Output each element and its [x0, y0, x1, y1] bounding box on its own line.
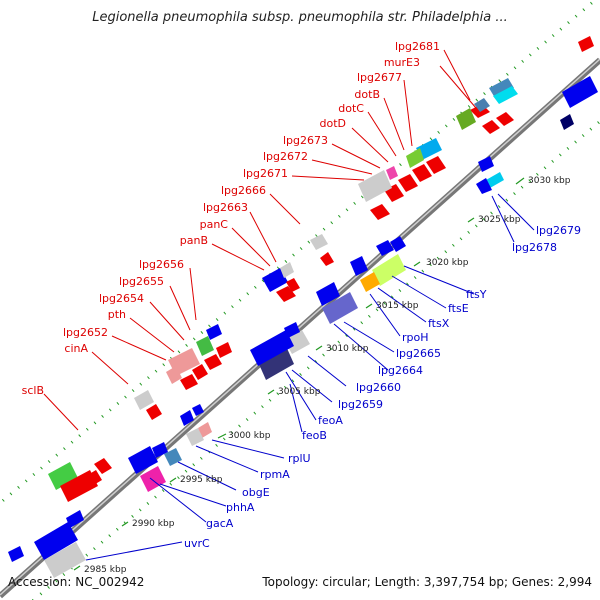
gene-lpg2665[interactable]	[322, 292, 358, 324]
gene-label-ftsY[interactable]: ftsY	[466, 288, 487, 301]
gene-label-gacA[interactable]: gacA	[206, 517, 234, 530]
gene-feoB[interactable]	[284, 322, 300, 338]
gene-lpg2655[interactable]	[196, 336, 214, 356]
forward-genes[interactable]	[48, 36, 594, 502]
gene-label-dotC[interactable]: dotC	[338, 102, 364, 115]
gene-label-rpoH[interactable]: rpoH	[402, 331, 429, 344]
gene-pth[interactable]	[192, 364, 208, 380]
gene-label-phhA[interactable]: phhA	[226, 501, 255, 514]
gene-label-murE3[interactable]: murE3	[384, 56, 420, 69]
kbp-label: 3025 kbp	[478, 215, 521, 225]
gene-lpg2679[interactable]	[478, 156, 494, 172]
bottom-leader-lines	[85, 193, 535, 561]
gene-label-ftsE[interactable]: ftsE	[448, 302, 469, 315]
gene-label-rplU[interactable]: rplU	[288, 452, 311, 465]
reverse-genes[interactable]	[8, 76, 598, 578]
gene-label-cinA[interactable]: cinA	[64, 342, 88, 355]
kbp-ticks	[73, 177, 525, 571]
kbp-label: 3005 kbp	[278, 387, 321, 397]
gene-lpg2678[interactable]	[486, 172, 504, 188]
gene-label-lpg2681[interactable]: lpg2681	[395, 40, 440, 53]
gene-label-lpg2671[interactable]: lpg2671	[243, 167, 288, 180]
kbp-label: 3020 kbp	[426, 258, 469, 268]
gene-label-lpg2655[interactable]: lpg2655	[119, 275, 164, 288]
gene-label-lpg2666[interactable]: lpg2666	[221, 184, 266, 197]
gene-lpg2664[interactable]	[316, 282, 340, 306]
gene-label-lpg2672[interactable]: lpg2672	[263, 150, 308, 163]
gene-label-rpmA[interactable]: rpmA	[260, 468, 290, 481]
kbp-label: 3000 kbp	[228, 431, 271, 441]
gene-label-lpg2656[interactable]: lpg2656	[139, 258, 184, 271]
gene-lpg2673[interactable]	[398, 174, 418, 192]
gene-label-uvrC[interactable]: uvrC	[184, 537, 210, 550]
kbp-label: 2985 kbp	[84, 565, 127, 575]
gene-lpg2656[interactable]	[206, 324, 222, 340]
kbp-label: 3015 kbp	[376, 301, 419, 311]
gene-rpmA[interactable]	[186, 428, 204, 446]
gene-lpg2666[interactable]	[310, 234, 328, 250]
gene-label-lpg2663[interactable]: lpg2663	[203, 201, 248, 214]
gene-label-lpg2654[interactable]: lpg2654	[99, 292, 144, 305]
gene-rpoH[interactable]	[376, 240, 394, 256]
gene-label-lpg2665[interactable]: lpg2665	[396, 347, 441, 360]
gene-label-dotB[interactable]: dotB	[354, 88, 380, 101]
gene-label-feoA[interactable]: feoA	[318, 414, 343, 427]
gene-ftsY[interactable]	[372, 254, 406, 286]
gene-label-ftsX[interactable]: ftsX	[428, 317, 450, 330]
gene-obgE[interactable]	[164, 448, 182, 466]
gene-label-lpg2673[interactable]: lpg2673	[283, 134, 328, 147]
gene-lpg2663[interactable]	[262, 268, 288, 292]
gene-label-panC[interactable]: panC	[200, 218, 229, 231]
gene-feoA[interactable]	[250, 330, 294, 366]
gene-lpg2681[interactable]	[578, 36, 594, 52]
gene-lpg2671[interactable]	[358, 170, 392, 202]
genome-stats-text: Topology: circular; Length: 3,397,754 bp…	[262, 575, 592, 589]
gene-dotC[interactable]	[416, 138, 442, 160]
gene-ftsX[interactable]	[350, 256, 368, 276]
gene-murE3[interactable]	[489, 78, 514, 98]
gene-label-lpg2678[interactable]: lpg2678	[512, 241, 557, 254]
lower-guide-line	[31, 119, 600, 600]
gene-cinA[interactable]	[134, 390, 154, 410]
kbp-label: 3010 kbp	[326, 344, 369, 354]
gene-rplU[interactable]	[198, 422, 212, 438]
gene-label-lpg2659[interactable]: lpg2659	[338, 398, 383, 411]
gene-label-dotD[interactable]: dotD	[320, 117, 347, 130]
accession-text: Accession: NC_002942	[8, 575, 145, 589]
kbp-label: 2995 kbp	[180, 475, 223, 485]
genome-title: Legionella pneumophila subsp. pneumophil…	[92, 10, 508, 25]
kbp-label: 2990 kbp	[132, 519, 175, 529]
upper-guide-line	[0, 0, 598, 506]
kbp-label: 3030 kbp	[528, 176, 571, 186]
gene-label-lpg2652[interactable]: lpg2652	[63, 326, 108, 339]
gene-uvrC[interactable]	[44, 542, 86, 578]
gene-label-obgE[interactable]: obgE	[242, 486, 270, 499]
gene-label-pth[interactable]: pth	[108, 308, 126, 321]
gene-label-feoB[interactable]: feoB	[302, 429, 327, 442]
gene-lpg2652[interactable]	[166, 366, 182, 384]
gene-label-sclB[interactable]: sclB	[22, 384, 44, 397]
gene-gacA[interactable]	[128, 446, 158, 474]
gene-ftsE[interactable]	[360, 272, 380, 292]
top-leader-lines	[43, 49, 477, 431]
gene-sclB[interactable]	[48, 462, 78, 490]
gene-label-lpg2660[interactable]: lpg2660	[356, 381, 401, 394]
gene-panC[interactable]	[286, 278, 300, 292]
gene-label-panB[interactable]: panB	[180, 234, 208, 247]
gene-dotB[interactable]	[456, 108, 476, 130]
gene-lpg2660[interactable]	[284, 330, 310, 354]
gene-label-lpg2664[interactable]: lpg2664	[378, 364, 423, 377]
gene-label-lpg2679[interactable]: lpg2679	[536, 224, 581, 237]
gene-label-lpg2677[interactable]: lpg2677	[357, 71, 402, 84]
map-footer: Accession: NC_002942 Topology: circular;…	[0, 572, 600, 596]
gene-lpg2659[interactable]	[258, 346, 294, 380]
gene-dotD[interactable]	[406, 148, 424, 168]
